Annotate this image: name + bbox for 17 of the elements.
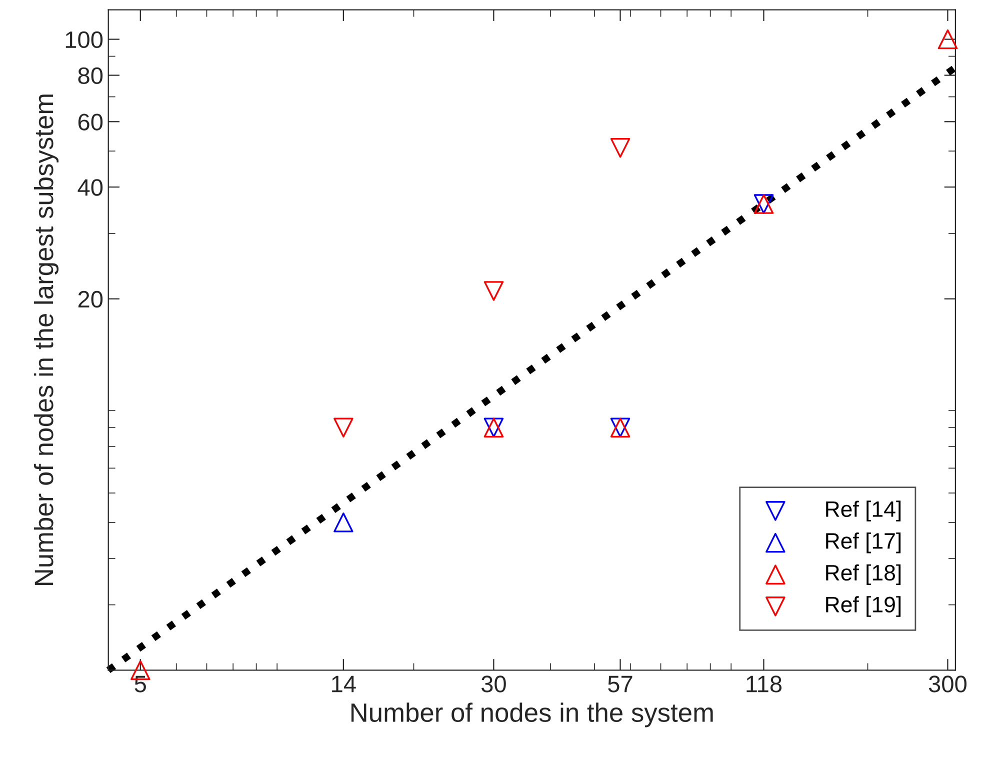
legend-label: Ref [17]: [826, 532, 901, 554]
y-tick-label: 100: [66, 31, 103, 48]
x-axis-title: Number of nodes in the system: [351, 702, 713, 728]
x-tick-label: 14: [332, 676, 356, 692]
y-tick-label: 60: [78, 114, 103, 130]
x-tick-label: 300: [928, 676, 966, 692]
x-tick-label: 5: [134, 676, 146, 692]
y-tick-label: 80: [78, 67, 103, 84]
y-axis-title: Number of nodes in the largest subsystem: [34, 94, 59, 585]
x-tick-label: 30: [481, 676, 506, 692]
x-tick-label: 118: [746, 676, 782, 692]
legend-label: Ref [19]: [826, 596, 901, 617]
legend-label: Ref [14]: [826, 500, 901, 522]
x-tick-label: 57: [608, 676, 632, 692]
legend-label: Ref [18]: [826, 564, 901, 586]
y-tick-label: 40: [78, 179, 103, 196]
y-tick-label: 20: [78, 290, 103, 308]
